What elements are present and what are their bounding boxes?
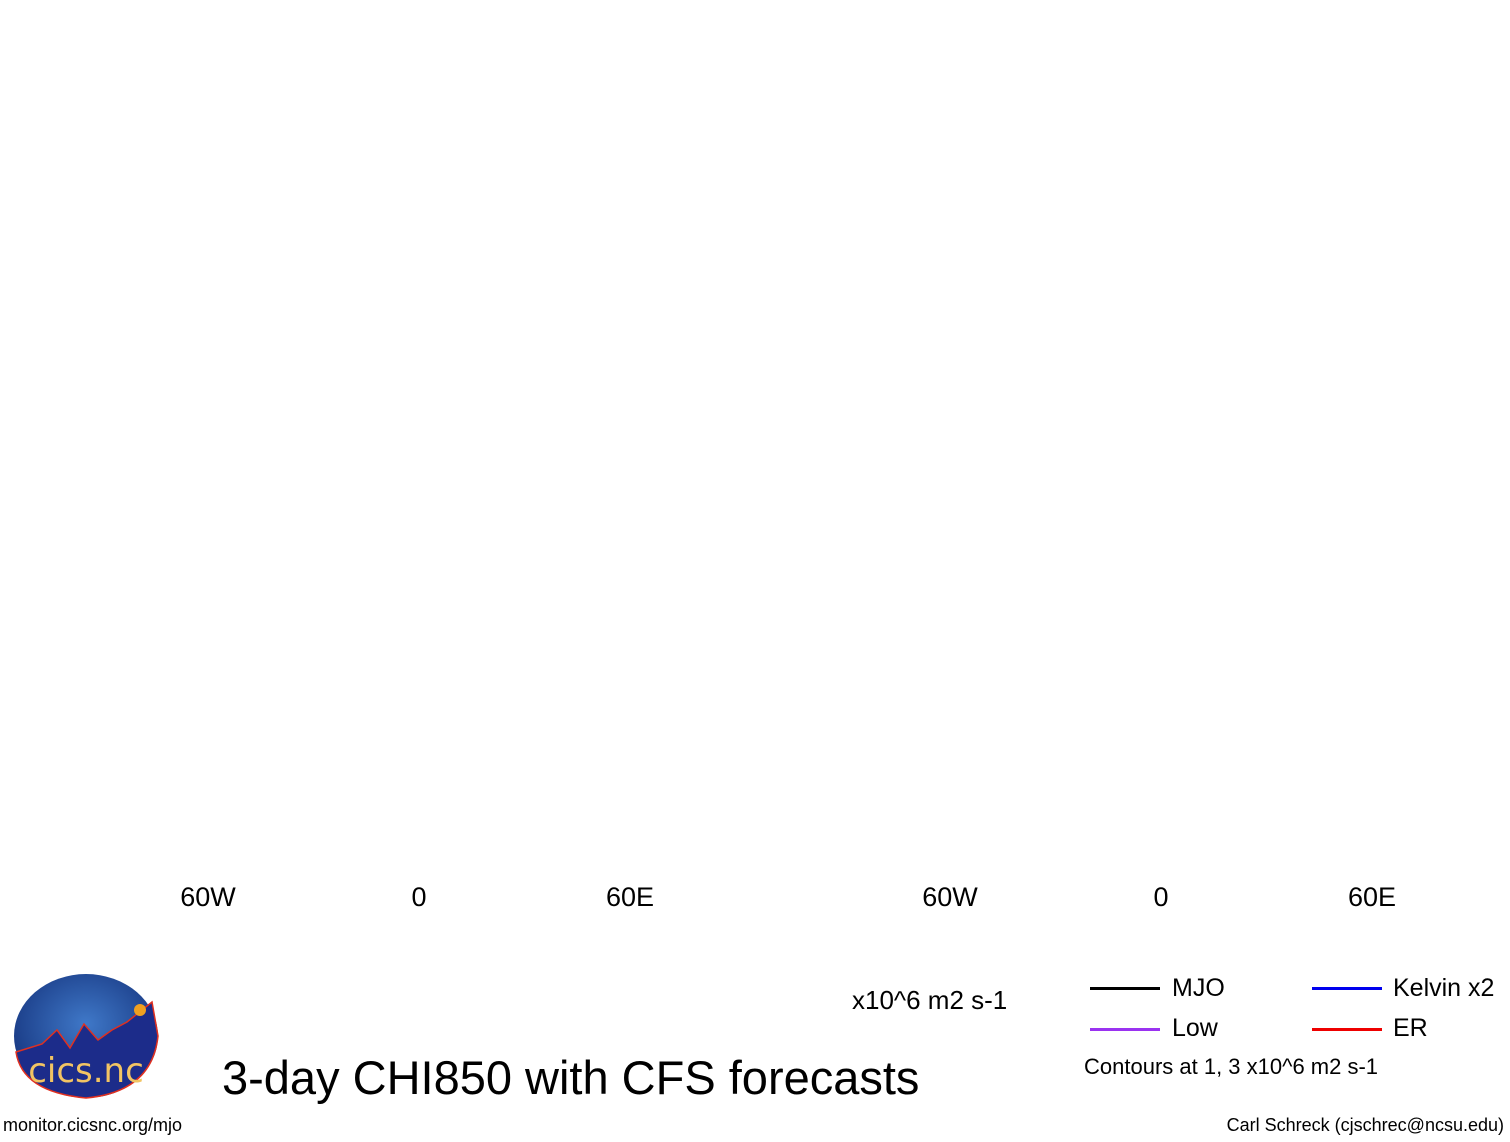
legend-line-mjo bbox=[1090, 987, 1160, 990]
legend-line-kelvin bbox=[1312, 987, 1382, 990]
chart-title: 3-day CHI850 with CFS forecasts bbox=[222, 1051, 920, 1104]
x-tick-label: 60W bbox=[922, 882, 978, 912]
logo-text: cics.nc bbox=[28, 1051, 144, 1091]
legend-label-low: Low bbox=[1172, 1014, 1218, 1042]
x-tick-label: 60E bbox=[1347, 882, 1397, 912]
author-credit: Carl Schreck (cjschrec@ncsu.edu) bbox=[1226, 1115, 1504, 1135]
legend-label-er: ER bbox=[1393, 1014, 1428, 1042]
colorbar-units: x10^6 m2 s-1 bbox=[852, 985, 1008, 1015]
legend-line-low bbox=[1090, 1028, 1160, 1031]
website-link[interactable]: monitor.cicsnc.org/mjo bbox=[3, 1115, 183, 1135]
legend-label-mjo: MJO bbox=[1172, 974, 1225, 1002]
contour-note: Contours at 1, 3 x10^6 m2 s-1 bbox=[1084, 1054, 1379, 1079]
legend-line-er bbox=[1312, 1028, 1382, 1031]
legend-label-kelvin: Kelvin x2 bbox=[1393, 974, 1495, 1002]
x-tick-label: 60W bbox=[180, 882, 236, 912]
x-tick-label: 60E bbox=[605, 882, 655, 912]
x-tick-label: 0 bbox=[1153, 882, 1169, 912]
x-tick-label: 0 bbox=[411, 882, 427, 912]
cics-logo: cics.nc bbox=[14, 974, 159, 1099]
